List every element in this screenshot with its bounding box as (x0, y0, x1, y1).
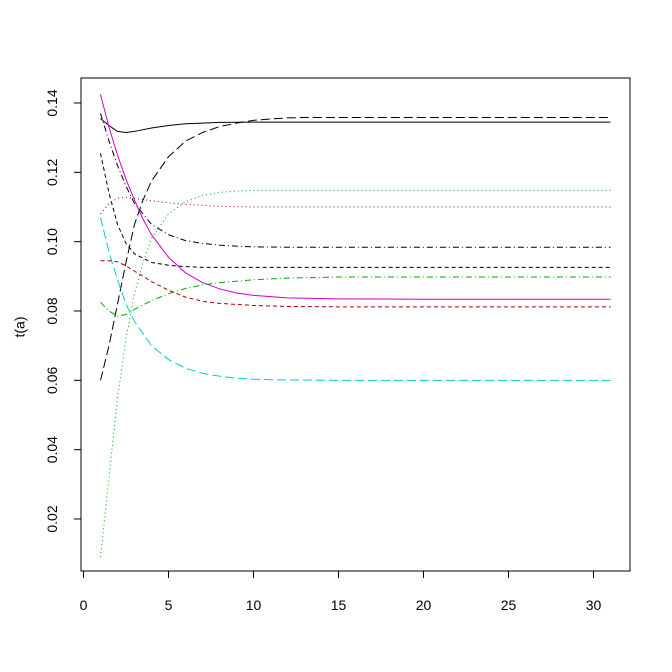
x-axis: 0 5 10 15 20 25 30 (80, 570, 602, 613)
x-tick-label: 10 (246, 597, 262, 613)
y-tick-label: 0.04 (44, 436, 60, 463)
series-line-1 (100, 118, 611, 133)
y-axis-title: t(a) (12, 317, 28, 338)
y-tick-label: 0.08 (44, 297, 60, 324)
series-line-3 (100, 113, 611, 248)
x-tick-label: 0 (80, 597, 88, 613)
x-tick-label: 20 (416, 597, 432, 613)
series-line-10 (100, 260, 611, 308)
series-line-4 (100, 153, 611, 268)
y-tick-label: 0.02 (44, 505, 60, 532)
series-line-6 (100, 217, 611, 381)
series-layer (100, 94, 611, 558)
x-tick-label: 30 (586, 597, 602, 613)
y-tick-label: 0.12 (44, 158, 60, 185)
series-line-5 (100, 94, 611, 300)
y-tick-label: 0.10 (44, 228, 60, 255)
y-tick-label: 0.14 (44, 89, 60, 116)
x-tick-label: 5 (165, 597, 173, 613)
plot-frame (80, 77, 631, 572)
x-tick-label: 15 (331, 597, 347, 613)
x-tick-label: 25 (501, 597, 517, 613)
y-tick-label: 0.06 (44, 366, 60, 393)
y-axis: 0.02 0.04 0.06 0.08 0.10 0.12 0.14 (44, 89, 82, 533)
series-line-9 (100, 196, 611, 215)
series-line-7 (100, 189, 611, 558)
series-line-2 (100, 117, 611, 381)
series-line-8 (100, 276, 611, 317)
